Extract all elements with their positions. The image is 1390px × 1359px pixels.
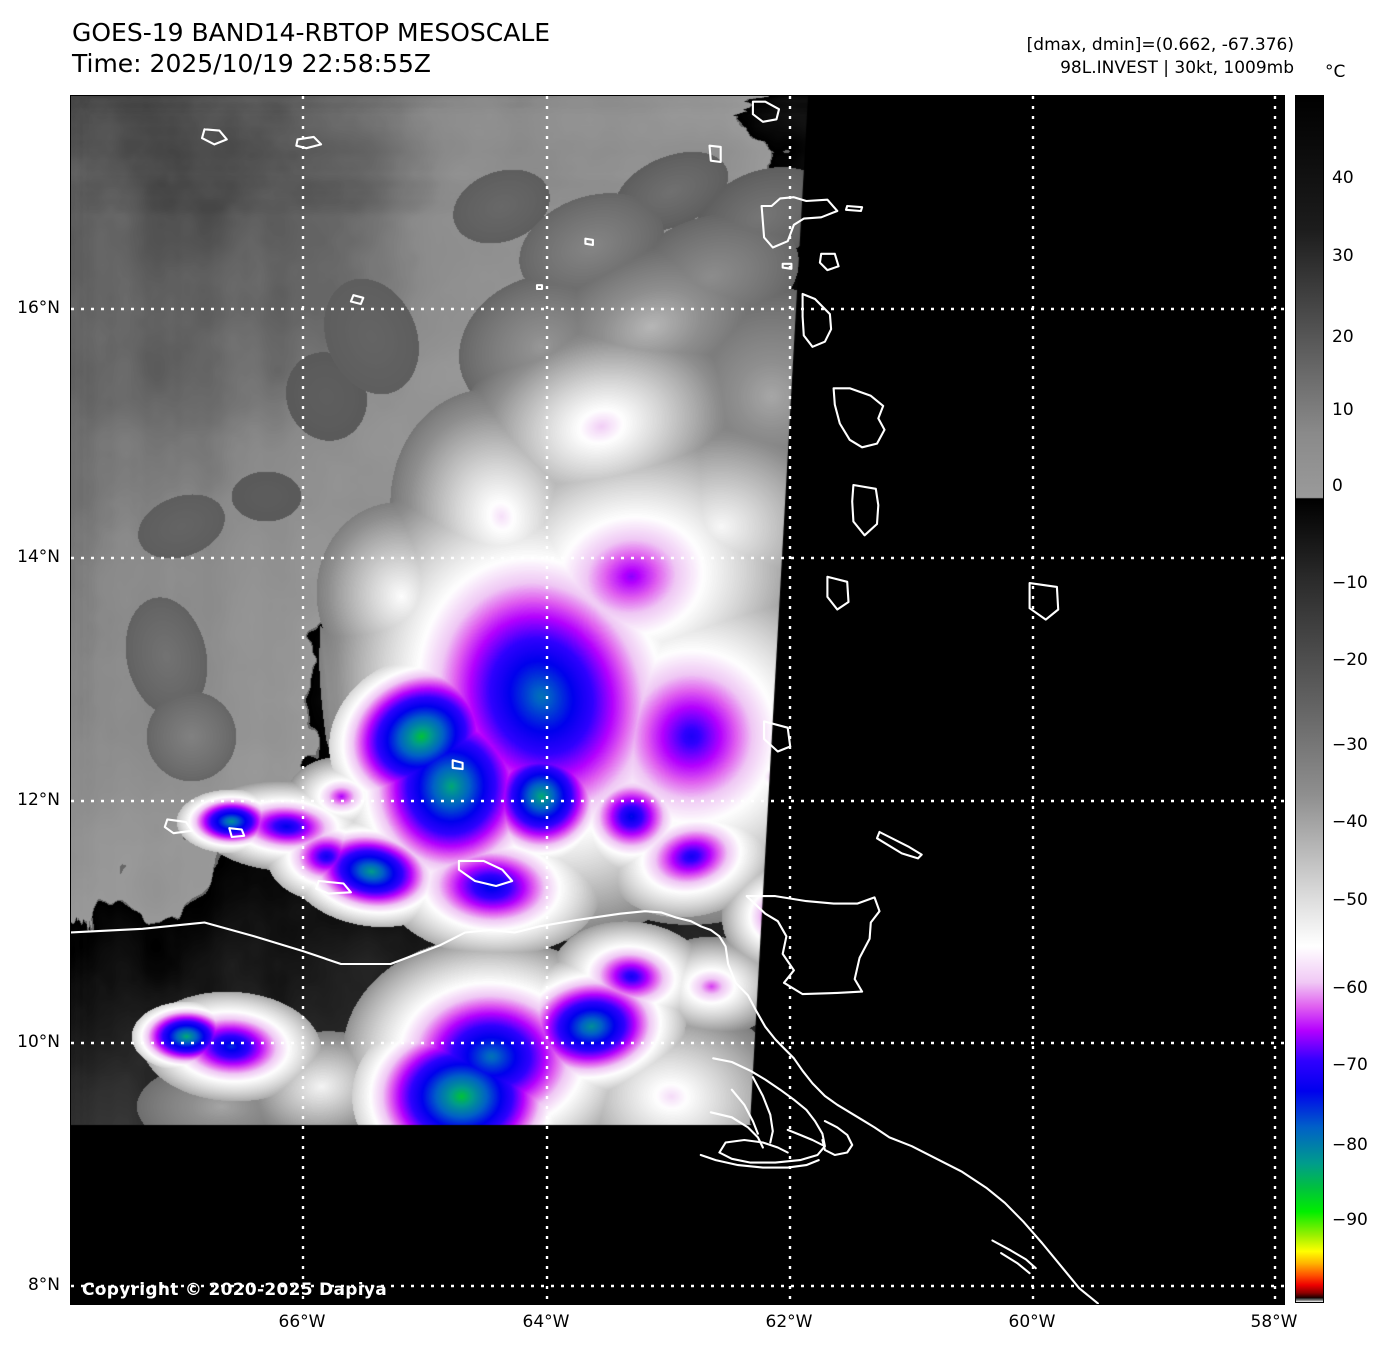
coastline-path xyxy=(712,1057,826,1164)
coastline-path xyxy=(535,284,544,291)
coastline-path xyxy=(751,1076,774,1144)
coastline-path xyxy=(745,895,881,996)
longitude-tick-label: 58°W xyxy=(1250,1312,1298,1332)
satellite-map[interactable] xyxy=(70,95,1285,1305)
coastline-path xyxy=(349,294,365,306)
colorbar-tick-label: −10 xyxy=(1332,573,1368,593)
coastline-path xyxy=(781,262,793,270)
coastline-path xyxy=(821,1120,854,1157)
longitude-tick-label: 60°W xyxy=(1008,1312,1056,1332)
latitude-tick-label: 12°N xyxy=(17,790,60,810)
coastline-path xyxy=(457,859,514,888)
coastline-path xyxy=(730,1088,759,1135)
map-vector-overlay xyxy=(71,96,1284,1304)
coastline-path xyxy=(71,910,1099,1304)
title-block: GOES-19 BAND14-RBTOP MESOSCALE Time: 202… xyxy=(72,18,550,80)
colorbar-tick-label: −20 xyxy=(1332,650,1368,670)
coastline-path xyxy=(760,196,839,249)
coastline-path xyxy=(991,1239,1037,1270)
coastline-path xyxy=(851,483,880,537)
colorbar-tick-label: −50 xyxy=(1332,890,1368,910)
colorbar-unit-label: °C xyxy=(1325,62,1346,82)
coastline-path xyxy=(699,1153,820,1169)
page-title: GOES-19 BAND14-RBTOP MESOSCALE xyxy=(72,18,551,47)
longitude-tick-label: 66°W xyxy=(278,1312,326,1332)
coastline-path xyxy=(826,575,850,611)
gridline-layer xyxy=(71,96,1284,1304)
latitude-tick-label: 14°N xyxy=(17,547,60,567)
longitude-tick-label: 64°W xyxy=(522,1312,570,1332)
colorbar-tick-label: −90 xyxy=(1332,1210,1368,1230)
colorbar-tick-label: −30 xyxy=(1332,735,1368,755)
longitude-tick-label: 62°W xyxy=(765,1312,813,1332)
colorbar-gradient xyxy=(1295,95,1324,1303)
coastline-path xyxy=(584,237,594,247)
coastline-path xyxy=(451,759,464,771)
latitude-tick-label: 10°N xyxy=(17,1032,60,1052)
colorbar-tick-label: −80 xyxy=(1332,1135,1368,1155)
coastline-path xyxy=(763,720,792,753)
dmax-dmin-label: [dmax, dmin]=(0.662, -67.376) xyxy=(1026,35,1294,55)
coastline-path xyxy=(708,144,722,164)
coastline-path xyxy=(875,830,923,860)
coastline-path xyxy=(709,1111,764,1149)
coastline-path xyxy=(1000,1252,1031,1275)
coastline-path xyxy=(163,818,194,835)
coastline-path xyxy=(200,128,228,146)
storm-info-label: 98L.INVEST | 30kt, 1009mb xyxy=(1060,58,1294,78)
latitude-tick-label: 8°N xyxy=(27,1275,60,1295)
timestamp-label: Time: 2025/10/19 22:58:55Z xyxy=(72,49,431,78)
coastline-path xyxy=(228,827,246,839)
coastline-path xyxy=(801,292,833,348)
colorbar-tick-label: 20 xyxy=(1332,327,1354,347)
coastline-path xyxy=(295,135,323,150)
colorbar-tick-label: −70 xyxy=(1332,1055,1368,1075)
coastline-path xyxy=(751,100,781,123)
coastline-path xyxy=(844,204,864,213)
colorbar-tick-label: 30 xyxy=(1332,246,1354,266)
coastline-layer xyxy=(71,100,1099,1304)
colorbar-tick-label: 0 xyxy=(1332,476,1343,496)
satellite-imagery-canvas xyxy=(71,96,1284,1304)
colorbar-tick-label: −60 xyxy=(1332,978,1368,998)
colorbar-tick-label: 40 xyxy=(1332,168,1354,188)
copyright-label: Copyright © 2020-2025 Dapiya xyxy=(82,1280,387,1300)
coastline-path xyxy=(818,252,840,272)
colorbar-tick-label: −40 xyxy=(1332,812,1368,832)
coastline-path xyxy=(1028,582,1060,621)
colorbar[interactable] xyxy=(1295,95,1324,1303)
coastline-path xyxy=(315,879,352,895)
coastline-path xyxy=(832,387,886,449)
coastline-path xyxy=(786,1128,824,1147)
metadata-block: [dmax, dmin]=(0.662, -67.376) 98L.INVEST… xyxy=(1027,34,1294,80)
colorbar-tick-label: 10 xyxy=(1332,400,1354,420)
latitude-tick-label: 16°N xyxy=(17,298,60,318)
